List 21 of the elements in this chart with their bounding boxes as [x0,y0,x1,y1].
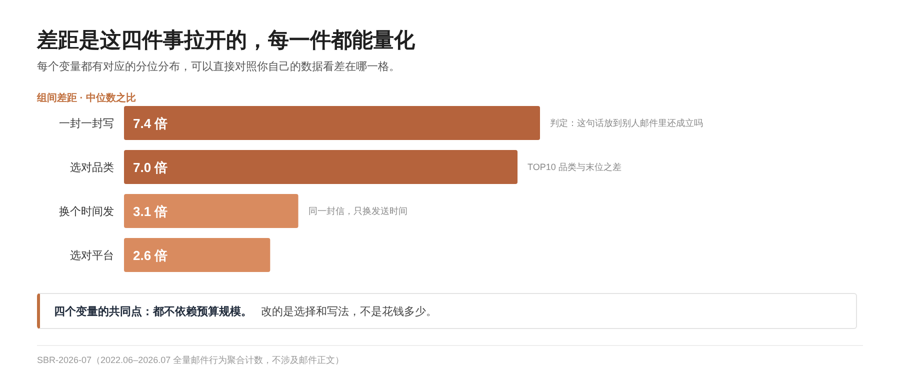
y-tick-label: 一封一封写 [59,117,114,130]
data-label: 2.6 倍 [133,248,168,263]
chart-title: 差距是这四件事拉开的，每一件都能量化 [37,28,415,54]
data-label: 3.1 倍 [133,204,168,219]
data-label: 7.0 倍 [133,160,168,175]
annotation: TOP10 品类与末位之差 [528,162,622,172]
y-tick-label: 换个时间发 [59,205,114,218]
chart-subtitle: 每个变量都有对应的分位分布，可以直接对照你自己的数据看差在哪一格。 [37,60,400,74]
text: 改的是选择和写法，不是花钱多少。 [260,306,438,318]
annotation: 组间差距 · 中位数之比 [37,91,136,105]
bar [124,106,540,140]
y-tick-label: 选对品类 [70,161,114,174]
bar [124,194,298,228]
bar [124,150,518,184]
annotation: 判定：这句话放到别人邮件里还成立吗 [550,118,703,128]
text: 四个变量的共同点：都不依赖预算规模。 [54,306,252,318]
bar [124,238,270,272]
data-label: 7.4 倍 [133,116,168,131]
y-tick-label: 选对平台 [70,249,114,262]
annotation: 同一封信，只换发送时间 [308,206,408,216]
text: SBR-2026-07（2022.06–2026.07 全量邮件行为聚合计数，不涉及邮件正文） [37,354,344,367]
